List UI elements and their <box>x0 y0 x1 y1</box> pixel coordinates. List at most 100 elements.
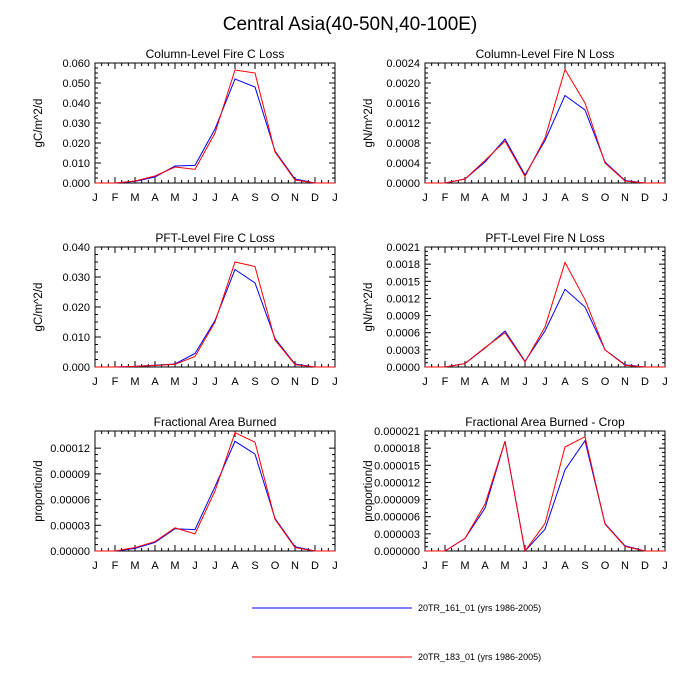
x-tick-label: A <box>561 376 569 388</box>
x-tick-label: J <box>422 192 428 204</box>
x-tick-label: A <box>231 560 239 572</box>
plot-frame <box>94 246 336 368</box>
series-line-red <box>95 432 335 552</box>
series-line-blue <box>425 94 665 184</box>
x-tick-label: F <box>112 192 119 204</box>
panel-title: Fractional Area Burned - Crop <box>465 415 625 429</box>
series-line-blue <box>95 78 335 184</box>
y-tick-label: 0.020 <box>62 302 90 314</box>
y-tick-label: 0.040 <box>62 242 90 254</box>
x-tick-label: M <box>130 560 139 572</box>
x-tick-label: F <box>442 376 449 388</box>
panel-title: PFT-Level Fire N Loss <box>485 231 604 245</box>
legend-item-1: 20TR_161_01 (yrs 1986-2005) <box>252 603 541 613</box>
series-line-red <box>95 69 335 184</box>
y-tick-label: 0.0012 <box>386 118 420 130</box>
x-tick-label: M <box>460 560 469 572</box>
x-tick-label: O <box>601 376 610 388</box>
x-tick-label: O <box>601 560 610 572</box>
panel-title: Fractional Area Burned <box>154 415 277 429</box>
y-tick-label: 0.000012 <box>374 477 420 489</box>
x-tick-label: M <box>130 192 139 204</box>
x-tick-label: O <box>271 376 280 388</box>
x-tick-label: D <box>311 192 319 204</box>
x-tick-label: A <box>151 376 159 388</box>
y-tick-label: 0.000003 <box>374 529 420 541</box>
x-tick-label: J <box>192 560 198 572</box>
panel-6: Fractional Area Burned - Crop proportion/… <box>363 415 668 572</box>
x-tick-label: M <box>500 376 509 388</box>
x-tick-label: N <box>621 376 629 388</box>
x-tick-label: D <box>311 376 319 388</box>
y-tick-label: 0.00000 <box>50 546 90 558</box>
x-tick-label: F <box>112 376 119 388</box>
y-tick-label: 0.010 <box>62 158 90 170</box>
x-tick-label: A <box>151 192 159 204</box>
x-tick-label: D <box>311 560 319 572</box>
series-line-red <box>425 435 665 553</box>
panel-title: Column-Level Fire N Loss <box>476 47 615 61</box>
x-tick-label: J <box>542 560 548 572</box>
x-tick-label: J <box>332 376 338 388</box>
y-axis-label: gC/m^2/d <box>33 99 45 148</box>
x-tick-label: M <box>170 376 179 388</box>
x-tick-label: A <box>481 376 489 388</box>
x-tick-label: J <box>542 192 548 204</box>
y-tick-label: 0.000009 <box>374 495 420 507</box>
x-tick-label: N <box>291 192 299 204</box>
x-tick-label: N <box>291 376 299 388</box>
y-tick-label: 0.020 <box>62 138 90 150</box>
x-tick-label: J <box>422 560 428 572</box>
x-tick-label: J <box>212 560 218 572</box>
x-tick-label: A <box>481 560 489 572</box>
plot-frame <box>424 430 666 552</box>
series-line-blue <box>95 268 335 368</box>
y-tick-label: 0.00009 <box>50 469 90 481</box>
x-tick-label: N <box>291 560 299 572</box>
panel-title: PFT-Level Fire C Loss <box>155 231 274 245</box>
x-tick-label: A <box>561 560 569 572</box>
y-tick-label: 0.00003 <box>50 520 90 532</box>
y-tick-label: 0.0009 <box>386 311 420 323</box>
y-tick-label: 0.00006 <box>50 495 90 507</box>
x-tick-label: S <box>251 376 258 388</box>
x-tick-label: J <box>332 192 338 204</box>
y-tick-label: 0.0012 <box>386 293 420 305</box>
legend-label: 20TR_183_01 (yrs 1986-2005) <box>418 652 541 662</box>
x-tick-label: J <box>192 376 198 388</box>
x-tick-label: J <box>332 560 338 572</box>
x-tick-label: O <box>271 560 280 572</box>
y-axis-label: proportion/d <box>363 460 375 521</box>
y-tick-label: 0.060 <box>62 58 90 70</box>
y-tick-label: 0.0008 <box>386 138 420 150</box>
x-tick-label: J <box>662 376 668 388</box>
x-tick-label: D <box>641 560 649 572</box>
panel-title: Column-Level Fire C Loss <box>146 47 285 61</box>
x-tick-label: J <box>522 376 528 388</box>
x-tick-label: J <box>92 192 98 204</box>
x-tick-label: A <box>151 560 159 572</box>
x-tick-label: J <box>662 560 668 572</box>
y-tick-label: 0.0020 <box>386 78 420 90</box>
plot-frame <box>424 246 666 368</box>
y-tick-label: 0.050 <box>62 78 90 90</box>
x-tick-label: M <box>130 376 139 388</box>
x-tick-label: S <box>251 192 258 204</box>
y-tick-label: 0.0015 <box>386 276 420 288</box>
y-tick-label: 0.000015 <box>374 460 420 472</box>
x-tick-label: M <box>170 192 179 204</box>
plot-frame <box>94 62 336 184</box>
x-tick-label: S <box>251 560 258 572</box>
x-tick-label: J <box>92 376 98 388</box>
x-tick-label: F <box>442 560 449 572</box>
x-tick-label: N <box>621 560 629 572</box>
x-tick-label: J <box>422 376 428 388</box>
y-tick-label: 0.0000 <box>386 362 420 374</box>
x-tick-label: F <box>442 192 449 204</box>
series-line-blue <box>425 439 665 553</box>
x-tick-label: A <box>231 376 239 388</box>
x-tick-label: O <box>601 192 610 204</box>
